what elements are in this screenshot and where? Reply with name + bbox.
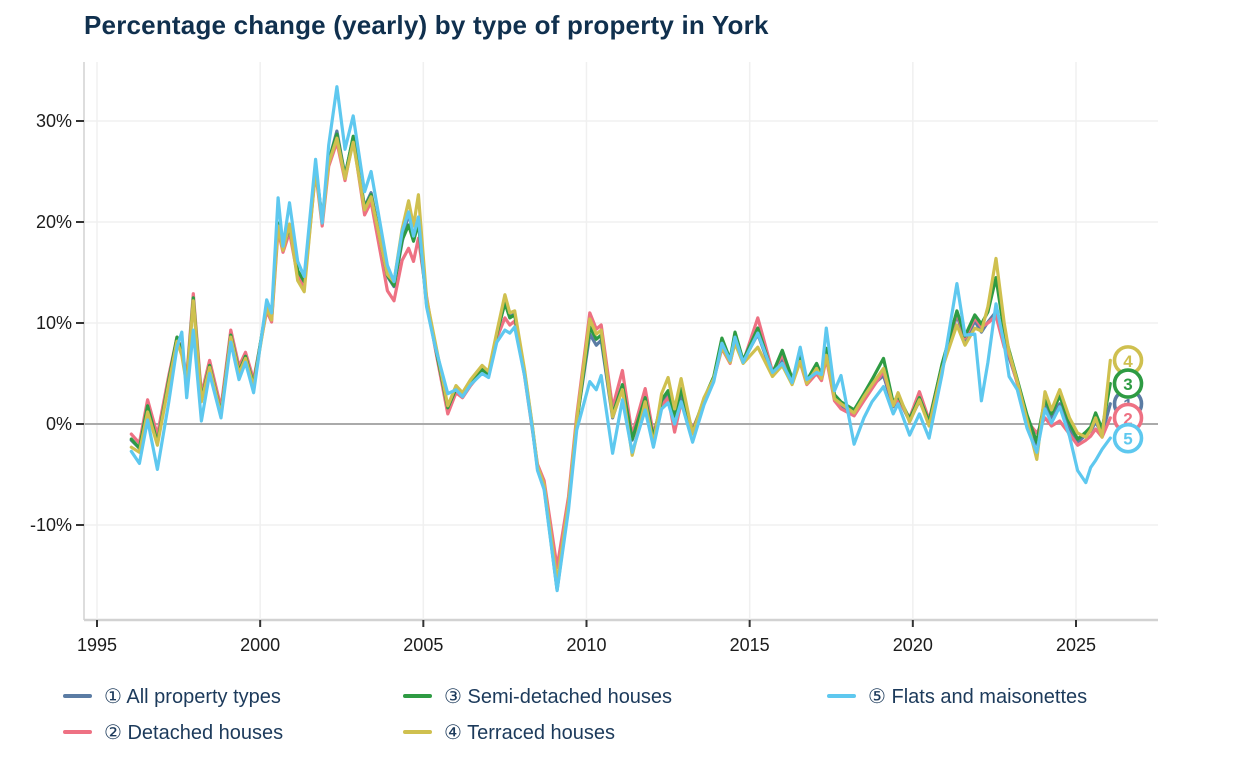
x-tick-label: 2015: [730, 635, 770, 655]
legend-label: ③ Semi-detached houses: [444, 685, 673, 708]
end-marker-number: 5: [1123, 430, 1132, 449]
plot-svg: 1995 2000 2005 2010 2015 2020 2025 30% 20% 10% 0% -…: [30, 62, 1158, 655]
y-tick-label: 10%: [36, 313, 72, 333]
x-tick-label: 2025: [1056, 635, 1096, 655]
end-marker-number: 3: [1123, 375, 1132, 394]
gridlines: [84, 62, 1158, 618]
end-marker-number: 2: [1123, 409, 1132, 428]
x-tick-label: 2020: [893, 635, 933, 655]
legend-item-all-property-types[interactable]: ① All property types: [63, 681, 281, 711]
legend-swatch-icon: [403, 730, 432, 734]
legend-item-terraced-houses[interactable]: ④ Terraced houses: [403, 717, 615, 747]
axes: 1995 2000 2005 2010 2015 2020 2025 30% 20% 10% 0% -…: [30, 111, 1096, 655]
x-tick-label: 2000: [240, 635, 280, 655]
legend-label: ④ Terraced houses: [444, 721, 615, 744]
x-tick-label: 1995: [77, 635, 117, 655]
x-tick-label: 2010: [566, 635, 606, 655]
legend-label: ① All property types: [104, 685, 281, 708]
end-marker-number: 4: [1123, 352, 1133, 371]
series-end-marker-3[interactable]: 3: [1112, 368, 1144, 399]
series-end-marker-5[interactable]: 5: [1112, 422, 1144, 454]
series-line-flats-and-maisonettes[interactable]: [129, 85, 1112, 593]
legend-swatch-icon: [63, 694, 92, 698]
y-tick-label: 0%: [46, 414, 72, 434]
legend-label: ⑤ Flats and maisonettes: [868, 685, 1088, 708]
y-tick-label: -10%: [30, 515, 72, 535]
page-title: Percentage change (yearly) by type of pr…: [84, 10, 769, 40]
y-tick-label: 30%: [36, 111, 72, 131]
legend-item-flats-and-maisonettes[interactable]: ⑤ Flats and maisonettes: [827, 681, 1087, 711]
legend-swatch-icon: [403, 694, 432, 698]
legend-item-semi-detached-houses[interactable]: ③ Semi-detached houses: [403, 681, 672, 711]
end-marker-circle: [1112, 368, 1144, 399]
legend-swatch-icon: [827, 694, 856, 698]
y-tick-label: 20%: [36, 212, 72, 232]
legend-label: ② Detached houses: [104, 721, 284, 744]
legend-item-detached-houses[interactable]: ② Detached houses: [63, 717, 283, 747]
x-tick-label: 2005: [403, 635, 443, 655]
legend-swatch-icon: [63, 730, 92, 734]
end-marker-circle: [1112, 422, 1144, 454]
